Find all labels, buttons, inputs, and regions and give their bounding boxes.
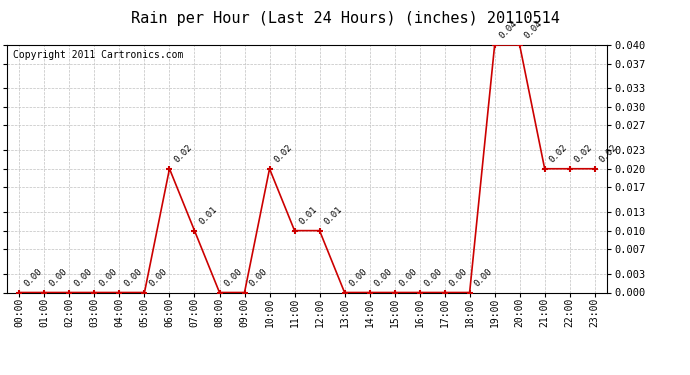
Text: 0.00: 0.00 (473, 267, 494, 288)
Text: 0.00: 0.00 (47, 267, 69, 288)
Text: 0.00: 0.00 (422, 267, 444, 288)
Text: 0.00: 0.00 (447, 267, 469, 288)
Text: Rain per Hour (Last 24 Hours) (inches) 20110514: Rain per Hour (Last 24 Hours) (inches) 2… (130, 11, 560, 26)
Text: 0.02: 0.02 (547, 143, 569, 165)
Text: 0.02: 0.02 (172, 143, 194, 165)
Text: 0.00: 0.00 (373, 267, 394, 288)
Text: 0.00: 0.00 (347, 267, 369, 288)
Text: 0.00: 0.00 (122, 267, 144, 288)
Text: 0.02: 0.02 (273, 143, 294, 165)
Text: Copyright 2011 Cartronics.com: Copyright 2011 Cartronics.com (13, 50, 184, 60)
Text: 0.01: 0.01 (322, 205, 344, 226)
Text: 0.00: 0.00 (22, 267, 43, 288)
Text: 0.01: 0.01 (197, 205, 219, 226)
Text: 0.00: 0.00 (397, 267, 419, 288)
Text: 0.04: 0.04 (497, 19, 519, 41)
Text: 0.00: 0.00 (222, 267, 244, 288)
Text: 0.02: 0.02 (573, 143, 594, 165)
Text: 0.00: 0.00 (147, 267, 169, 288)
Text: 0.01: 0.01 (297, 205, 319, 226)
Text: 0.02: 0.02 (598, 143, 619, 165)
Text: 0.00: 0.00 (72, 267, 94, 288)
Text: 0.00: 0.00 (247, 267, 269, 288)
Text: 0.00: 0.00 (97, 267, 119, 288)
Text: 0.04: 0.04 (522, 19, 544, 41)
